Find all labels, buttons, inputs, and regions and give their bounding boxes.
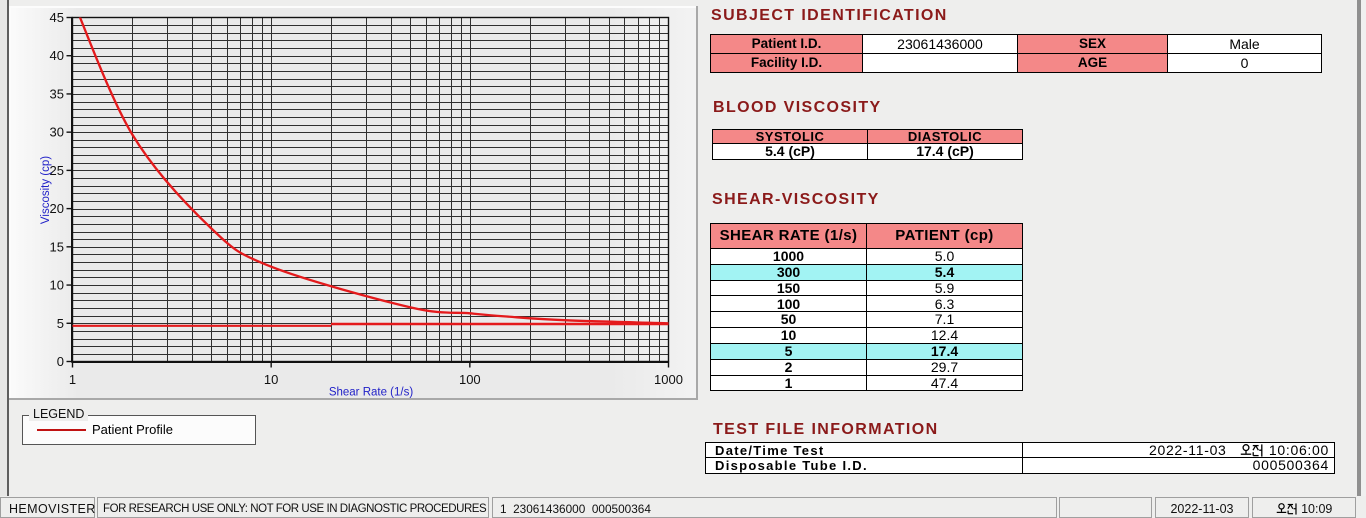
svg-text:0: 0: [57, 354, 64, 369]
svg-text:25: 25: [50, 163, 64, 178]
svg-text:10: 10: [50, 278, 64, 293]
svg-text:10: 10: [264, 372, 278, 387]
svg-text:100: 100: [459, 372, 481, 387]
svg-text:35: 35: [50, 86, 64, 101]
svg-text:1: 1: [69, 372, 76, 387]
svg-text:5: 5: [57, 316, 64, 331]
svg-text:30: 30: [50, 125, 64, 140]
svg-text:40: 40: [50, 48, 64, 63]
svg-text:Viscosity (cp): Viscosity (cp): [40, 156, 52, 224]
svg-text:45: 45: [50, 10, 64, 25]
svg-text:1000: 1000: [654, 372, 683, 387]
svg-text:20: 20: [50, 201, 64, 216]
svg-text:15: 15: [50, 239, 64, 254]
svg-text:Shear Rate (1/s): Shear Rate (1/s): [329, 387, 414, 399]
